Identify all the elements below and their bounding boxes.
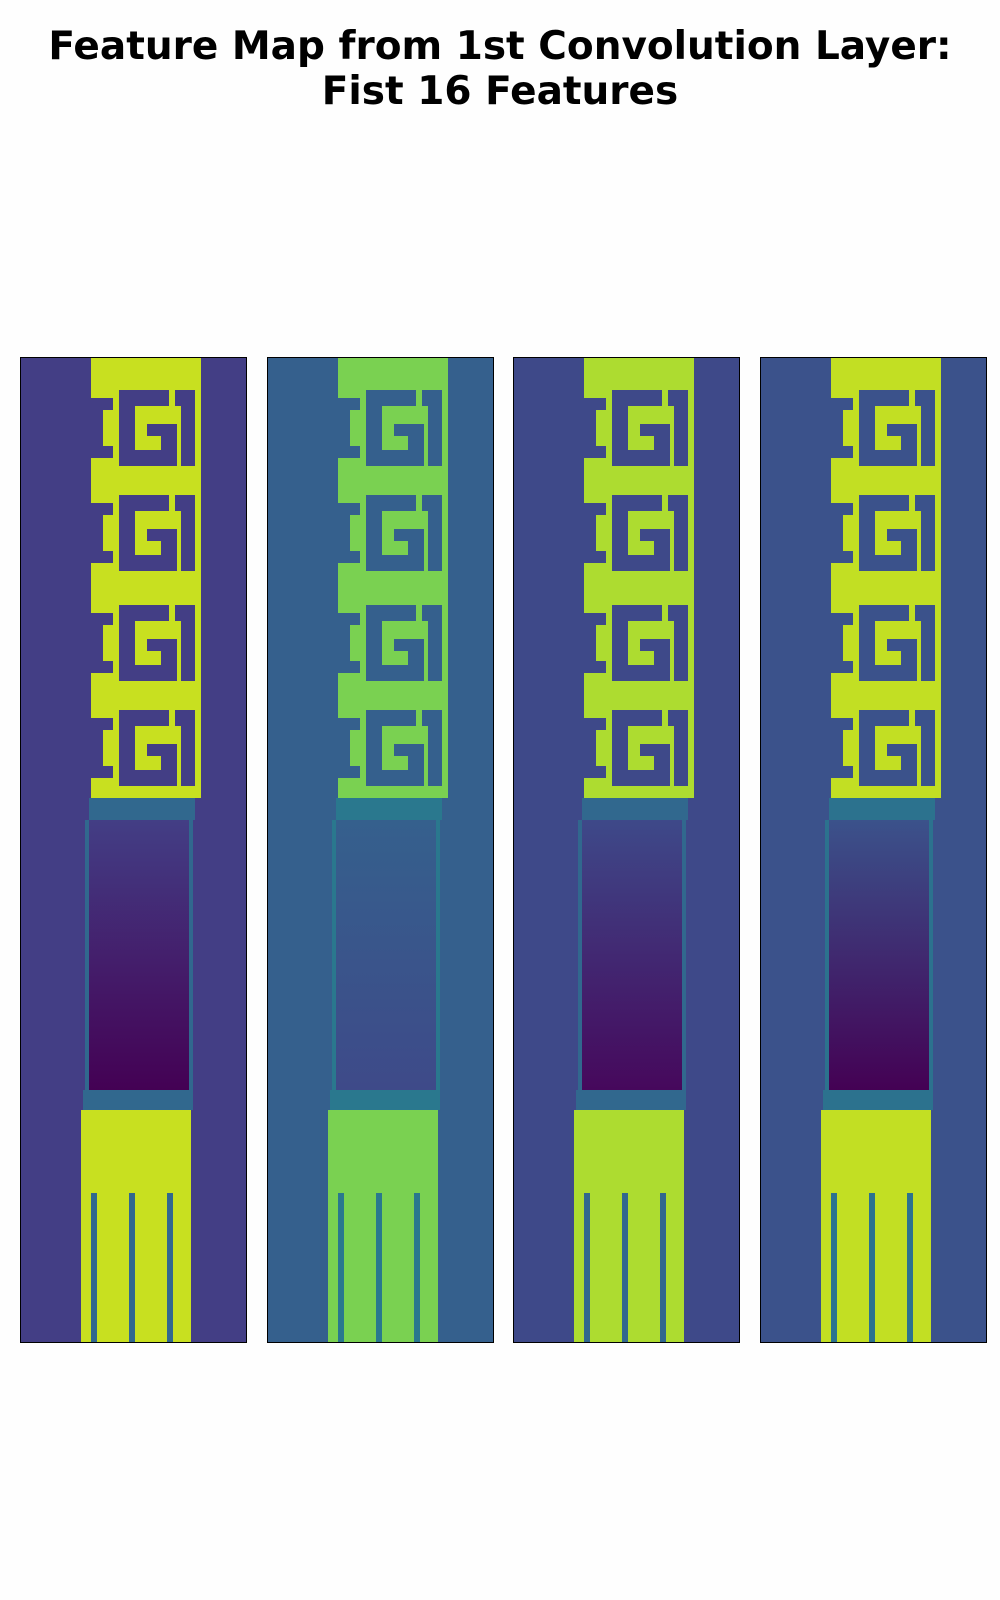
glyph-mark — [119, 710, 177, 786]
glyph-mark — [366, 710, 424, 786]
glyph-mark — [91, 613, 113, 673]
bright-strip-bottom — [328, 1110, 438, 1342]
glyph-mark — [338, 718, 360, 778]
lower-band — [83, 1090, 191, 1110]
feature-map-panel-4 — [760, 357, 987, 1343]
glyph-mark — [584, 503, 606, 563]
glyph-mark — [422, 605, 442, 681]
region-edge-left — [825, 820, 829, 1110]
dark-region — [827, 820, 929, 1090]
lower-band — [330, 1090, 438, 1110]
glyph-mark — [859, 495, 917, 571]
region-edge-left — [332, 820, 336, 1110]
feature-map-image — [761, 358, 986, 1342]
vertical-trace — [869, 1193, 875, 1342]
transition-band — [829, 798, 935, 820]
vertical-trace — [584, 1193, 590, 1342]
glyph-mark — [915, 710, 935, 786]
figure-title-line-2: Fist 16 Features — [321, 69, 679, 114]
region-edge-left — [578, 820, 582, 1110]
feature-map-panel-1 — [20, 357, 247, 1343]
glyph-mark — [91, 398, 113, 458]
glyph-mark — [422, 495, 442, 571]
glyph-mark — [119, 495, 177, 571]
glyph-mark — [859, 710, 917, 786]
glyph-mark — [338, 613, 360, 673]
vertical-trace — [660, 1193, 666, 1342]
vertical-trace — [831, 1193, 837, 1342]
vertical-trace — [167, 1193, 173, 1342]
glyph-mark — [831, 503, 853, 563]
glyph-mark — [422, 710, 442, 786]
glyph-mark — [859, 605, 917, 681]
vertical-trace — [91, 1193, 97, 1342]
glyph-mark — [119, 605, 177, 681]
vertical-trace — [622, 1193, 628, 1342]
glyph-mark — [422, 390, 442, 466]
dark-region — [580, 820, 682, 1090]
bright-strip-bottom — [574, 1110, 684, 1342]
transition-band — [89, 798, 195, 820]
glyph-mark — [366, 390, 424, 466]
glyph-mark — [668, 710, 688, 786]
transition-band — [582, 798, 688, 820]
glyph-mark — [668, 605, 688, 681]
glyph-mark — [91, 503, 113, 563]
dark-region — [334, 820, 436, 1090]
glyph-mark — [584, 613, 606, 673]
feature-map-image — [21, 358, 246, 1342]
feature-map-panel-3 — [513, 357, 740, 1343]
glyph-mark — [338, 398, 360, 458]
glyph-mark — [175, 710, 195, 786]
glyph-mark — [338, 503, 360, 563]
glyph-mark — [119, 390, 177, 466]
lower-band — [823, 1090, 931, 1110]
glyph-mark — [91, 718, 113, 778]
glyph-mark — [859, 390, 917, 466]
glyph-mark — [366, 605, 424, 681]
bright-strip-bottom — [821, 1110, 931, 1342]
glyph-mark — [831, 613, 853, 673]
transition-band — [336, 798, 442, 820]
glyph-mark — [175, 390, 195, 466]
vertical-trace — [129, 1193, 135, 1342]
feature-map-image — [268, 358, 493, 1342]
region-edge-right — [929, 820, 933, 1110]
glyph-mark — [366, 495, 424, 571]
feature-map-image — [514, 358, 739, 1342]
glyph-mark — [831, 398, 853, 458]
vertical-trace — [376, 1193, 382, 1342]
dark-region — [87, 820, 189, 1090]
glyph-mark — [612, 710, 670, 786]
glyph-mark — [915, 605, 935, 681]
vertical-trace — [414, 1193, 420, 1342]
region-edge-right — [436, 820, 440, 1110]
glyph-mark — [915, 390, 935, 466]
glyph-mark — [668, 390, 688, 466]
vertical-trace — [907, 1193, 913, 1342]
bright-strip-bottom — [81, 1110, 191, 1342]
glyph-mark — [612, 495, 670, 571]
vertical-trace — [338, 1193, 344, 1342]
glyph-mark — [612, 390, 670, 466]
region-edge-left — [85, 820, 89, 1110]
glyph-mark — [175, 495, 195, 571]
glyph-mark — [584, 718, 606, 778]
glyph-mark — [612, 605, 670, 681]
glyph-mark — [915, 495, 935, 571]
lower-band — [576, 1090, 684, 1110]
region-edge-right — [189, 820, 193, 1110]
figure-title: Feature Map from 1st Convolution Layer: … — [0, 24, 1000, 114]
figure-title-line-1: Feature Map from 1st Convolution Layer: — [48, 24, 952, 69]
glyph-mark — [584, 398, 606, 458]
region-edge-right — [682, 820, 686, 1110]
feature-map-panel-2 — [267, 357, 494, 1343]
glyph-mark — [668, 495, 688, 571]
glyph-mark — [831, 718, 853, 778]
glyph-mark — [175, 605, 195, 681]
